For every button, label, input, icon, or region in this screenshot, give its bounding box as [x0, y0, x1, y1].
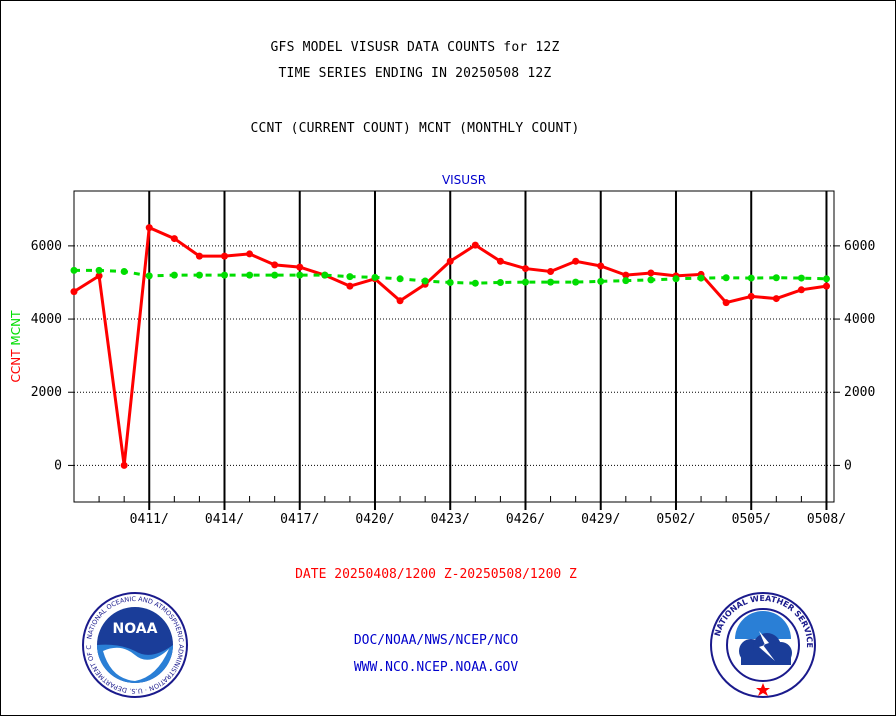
noaa-logo-text: NOAA	[113, 621, 158, 637]
data-point-ccnt	[346, 282, 354, 290]
data-point-mcnt	[672, 275, 680, 283]
y-tick-label-left: 6000	[31, 239, 62, 254]
data-point-ccnt	[446, 257, 454, 265]
data-point-ccnt	[120, 461, 128, 469]
data-point-mcnt	[647, 276, 655, 284]
data-point-mcnt	[471, 279, 479, 287]
data-point-ccnt	[797, 286, 805, 294]
chart-header-line2: TIME SERIES ENDING IN 20250508 12Z	[278, 66, 552, 81]
y-tick-label-right: 2000	[844, 385, 875, 400]
data-point-ccnt	[521, 265, 529, 273]
data-point-ccnt	[622, 271, 630, 279]
nws-logo: NATIONAL WEATHER SERVICE	[710, 592, 816, 698]
date-range-label: DATE 20250408/1200 Z-20250508/1200 Z	[295, 567, 577, 582]
data-point-ccnt	[220, 252, 228, 260]
data-point-mcnt	[220, 271, 228, 279]
star-icon	[756, 683, 770, 696]
y-axis-label-mcnt: MCNT	[9, 310, 23, 346]
noaa-logo: NATIONAL OCEANIC AND ATMOSPHERIC ADMINIS…	[81, 591, 188, 698]
x-tick-label: 0411/	[130, 512, 169, 527]
data-point-mcnt	[346, 273, 354, 281]
data-point-mcnt	[772, 274, 780, 282]
data-point-ccnt	[572, 257, 580, 265]
data-point-ccnt	[95, 272, 103, 280]
data-point-mcnt	[120, 267, 128, 275]
data-point-mcnt	[70, 266, 78, 274]
y-tick-label-right: 6000	[844, 239, 875, 254]
data-point-mcnt	[321, 271, 329, 279]
data-point-mcnt	[271, 271, 279, 279]
x-tick-label: 0429/	[581, 512, 620, 527]
data-point-mcnt	[597, 277, 605, 285]
data-point-mcnt	[371, 273, 379, 281]
data-point-ccnt	[722, 299, 730, 307]
data-point-mcnt	[95, 266, 103, 274]
x-tick-label: 0502/	[656, 512, 695, 527]
data-point-ccnt	[597, 262, 605, 270]
data-point-mcnt	[822, 275, 830, 283]
data-point-ccnt	[547, 267, 555, 275]
data-point-mcnt	[421, 277, 429, 285]
plot-frame	[73, 190, 835, 503]
y-tick-label-right: 0	[844, 458, 852, 473]
data-point-ccnt	[170, 235, 178, 243]
data-point-ccnt	[271, 261, 279, 269]
y-axis-label-ccnt: CCNT	[9, 346, 23, 383]
y-axis-label: CCNT MCNT	[9, 310, 23, 383]
data-point-mcnt	[396, 275, 404, 283]
data-point-ccnt	[496, 257, 504, 265]
data-point-mcnt	[296, 271, 304, 279]
data-point-ccnt	[145, 224, 153, 232]
data-point-mcnt	[572, 278, 580, 286]
data-point-ccnt	[747, 292, 755, 300]
y-tick-label-left: 4000	[31, 312, 62, 327]
data-point-ccnt	[296, 263, 304, 271]
data-point-mcnt	[246, 271, 254, 279]
data-point-ccnt	[822, 282, 830, 290]
data-point-ccnt	[772, 295, 780, 303]
lightning-icon	[759, 631, 775, 661]
x-tick-label: 0426/	[506, 512, 545, 527]
website-link[interactable]: WWW.NCO.NCEP.NOAA.GOV	[353, 660, 519, 675]
x-tick-label: 0505/	[732, 512, 771, 527]
data-point-mcnt	[195, 271, 203, 279]
data-point-ccnt	[647, 269, 655, 277]
data-point-mcnt	[170, 271, 178, 279]
y-tick-label-left: 0	[54, 458, 62, 473]
data-point-ccnt	[471, 241, 479, 249]
x-tick-label: 0417/	[280, 512, 319, 527]
data-point-mcnt	[145, 272, 153, 280]
data-point-mcnt	[446, 278, 454, 286]
data-point-mcnt	[521, 278, 529, 286]
y-tick-label-left: 2000	[31, 385, 62, 400]
agency-label: DOC/NOAA/NWS/NCEP/NCO	[353, 633, 519, 648]
data-point-ccnt	[246, 250, 254, 258]
data-point-mcnt	[797, 274, 805, 282]
x-tick-label: 0423/	[431, 512, 470, 527]
x-tick-label: 0414/	[205, 512, 244, 527]
data-point-mcnt	[747, 274, 755, 282]
data-point-mcnt	[547, 278, 555, 286]
chart-title: VISUSR	[442, 173, 486, 187]
data-point-ccnt	[396, 297, 404, 305]
data-point-mcnt	[496, 278, 504, 286]
chart-header-line3: CCNT (CURRENT COUNT) MCNT (MONTHLY COUNT…	[250, 121, 580, 136]
chart-header-line1: GFS MODEL VISUSR DATA COUNTS for 12Z	[270, 40, 560, 55]
data-point-ccnt	[195, 252, 203, 260]
data-point-mcnt	[697, 274, 705, 282]
data-point-ccnt	[70, 288, 78, 296]
x-tick-label: 0508/	[807, 512, 846, 527]
data-point-mcnt	[722, 274, 730, 282]
data-point-mcnt	[622, 277, 630, 285]
y-tick-label-right: 4000	[844, 312, 875, 327]
x-tick-label: 0420/	[355, 512, 394, 527]
